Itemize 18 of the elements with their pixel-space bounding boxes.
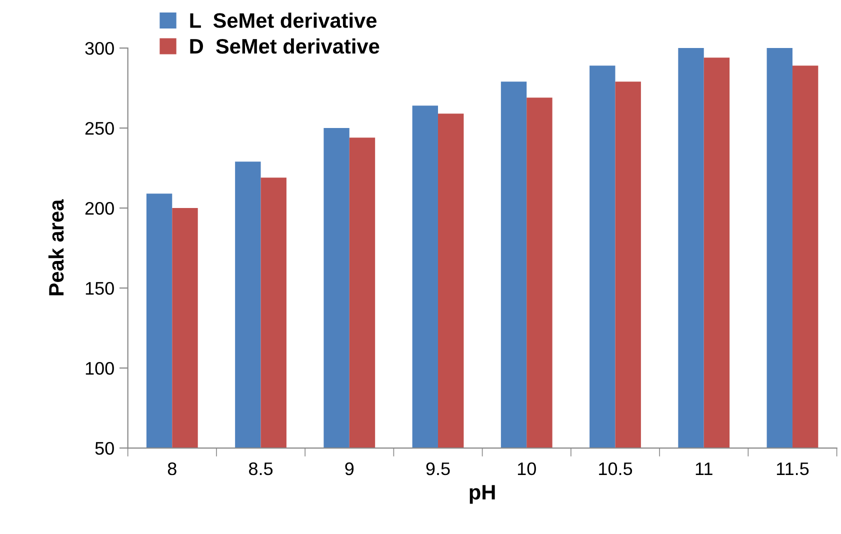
x-tick-label: 8.5 bbox=[249, 462, 273, 476]
y-tick-label: 100 bbox=[86, 362, 114, 375]
x-axis-title: pH bbox=[470, 485, 495, 504]
x-tick-label: 11 bbox=[696, 462, 712, 475]
x-tick-label: 9.5 bbox=[426, 462, 450, 476]
y-tick-label: 50 bbox=[95, 442, 114, 455]
x-tick-label: 10.5 bbox=[599, 462, 632, 476]
x-tick-label: 11.5 bbox=[776, 462, 809, 476]
y-tick-label: 250 bbox=[85, 122, 114, 135]
y-axis-title: Peak area bbox=[48, 199, 64, 296]
legend-label: D SeMet derivative bbox=[190, 38, 380, 54]
y-tick-label: 150 bbox=[86, 282, 114, 295]
y-tick-label: 300 bbox=[85, 42, 114, 55]
y-tick-label: 200 bbox=[85, 202, 114, 215]
x-tick-label: 9 bbox=[345, 462, 354, 476]
x-tick-label: 8 bbox=[168, 462, 176, 476]
legend-label: L SeMet derivative bbox=[190, 12, 376, 28]
x-tick-label: 10 bbox=[518, 462, 536, 476]
